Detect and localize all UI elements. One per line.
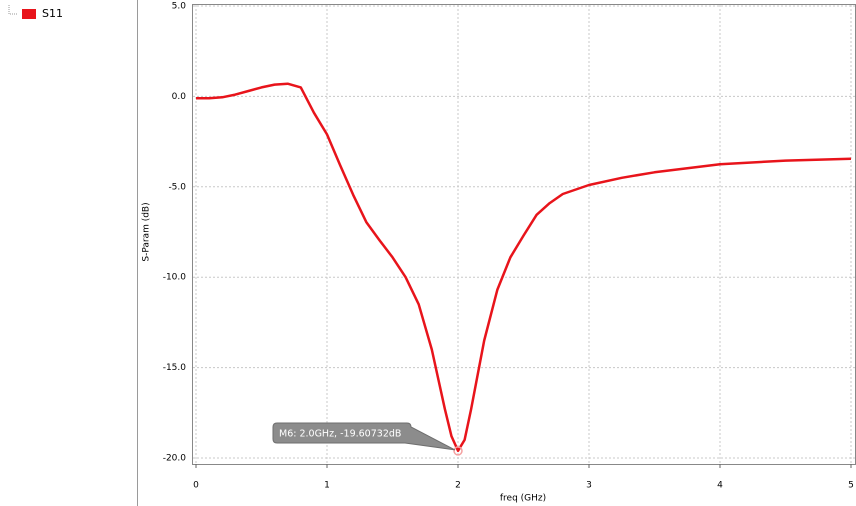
y-tick-label: -10.0 — [163, 273, 187, 283]
x-tick-label: 3 — [586, 481, 592, 491]
x-tick-label: 4 — [717, 481, 723, 491]
y-tick-label: -15.0 — [163, 363, 187, 373]
x-tick-label: 2 — [455, 481, 461, 491]
legend-tree — [8, 5, 18, 15]
x-tick-label: 1 — [324, 481, 330, 491]
y-tick-label: 0.0 — [172, 92, 187, 102]
marker-label: M6: 2.0GHz, -19.60732dB — [279, 429, 401, 440]
y-tick-label: -5.0 — [168, 182, 186, 192]
x-tick-label: 5 — [848, 481, 854, 491]
y-axis-label: S-Param (dB) — [142, 202, 152, 261]
legend-swatch — [22, 9, 36, 19]
marker-callout — [272, 422, 456, 451]
y-tick-label: 5.0 — [172, 2, 187, 12]
series-line — [196, 82, 852, 453]
legend-label: S11 — [42, 7, 63, 20]
x-tick-label: 0 — [193, 481, 199, 491]
y-tick-label: -20.0 — [163, 454, 187, 464]
x-axis-label: freq (GHz) — [500, 494, 546, 504]
marker-point — [453, 446, 463, 456]
